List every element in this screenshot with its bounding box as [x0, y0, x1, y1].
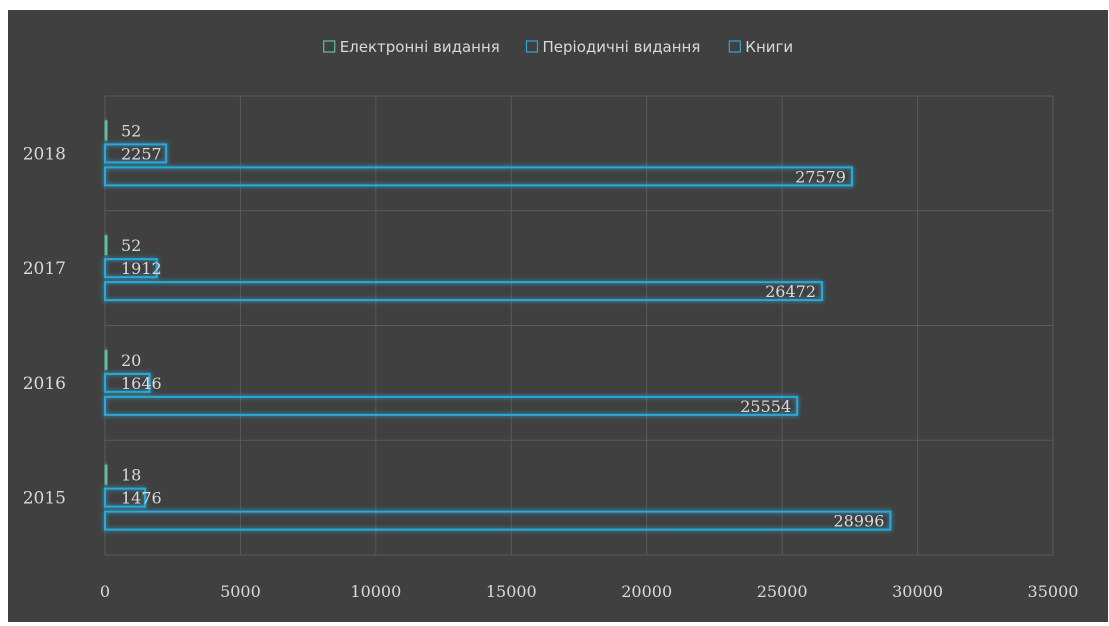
y-category-label: 2017 [23, 259, 66, 279]
data-label: 26472 [765, 282, 816, 301]
bar-2-2017 [104, 281, 824, 302]
x-tick-label: 25000 [757, 582, 808, 601]
data-label: 1646 [121, 374, 162, 393]
data-label: 1912 [121, 259, 162, 278]
legend-swatch [525, 40, 539, 53]
y-category-label: 2018 [23, 144, 66, 164]
axes: 0 5000 10000 15000 20000 25000 30000 35000 2015 2… [23, 144, 1079, 601]
data-label: 25554 [740, 397, 791, 416]
bar-2-2018 [104, 166, 853, 187]
bar-1-2017 [104, 258, 158, 279]
data-labels: 18 1476 28996 20 1646 25554 52 1912 26472 52 2257 2… [121, 121, 884, 530]
bar-1-2018 [104, 143, 168, 164]
data-label: 28996 [833, 512, 884, 531]
legend: Електронні видання Періодичні видання Книг… [323, 38, 793, 56]
bar-2-2015 [104, 510, 892, 531]
bar-0-2016 [104, 349, 108, 370]
data-label: 2257 [121, 144, 162, 163]
bar-1-2015 [104, 487, 146, 508]
x-tick-label: 10000 [350, 582, 401, 601]
bar-0-2015 [104, 464, 108, 485]
data-label: 18 [121, 466, 141, 485]
legend-swatch [728, 40, 741, 53]
bar-0-2017 [104, 235, 108, 256]
data-label: 20 [121, 351, 141, 370]
data-label: 1476 [121, 489, 162, 508]
y-category-label: 2016 [23, 374, 66, 394]
bar-2-2016 [104, 395, 799, 416]
legend-label: Книги [745, 38, 793, 56]
data-label: 52 [121, 236, 141, 255]
bar-chart: 18 1476 28996 20 1646 25554 52 1912 26472 52 2257 2… [23, 38, 1079, 601]
y-category-label: 2015 [23, 489, 66, 509]
x-tick-label: 15000 [486, 582, 537, 601]
bars [104, 120, 892, 531]
x-tick-label: 20000 [621, 582, 672, 601]
legend-swatch [323, 40, 336, 53]
data-label: 27579 [795, 167, 846, 186]
x-tick-label: 5000 [220, 582, 261, 601]
legend-label: Електронні видання [340, 38, 500, 56]
x-tick-label: 35000 [1028, 582, 1079, 601]
bar-0-2018 [104, 120, 108, 141]
bar-1-2016 [104, 372, 151, 393]
data-label: 52 [121, 121, 141, 140]
x-tick-label: 30000 [892, 582, 943, 601]
legend-label: Періодичні видання [543, 38, 701, 56]
gridlines [104, 95, 1054, 556]
x-tick-label: 0 [100, 582, 110, 601]
chart-area: 18 1476 28996 20 1646 25554 52 1912 26472 52 2257 2… [8, 10, 1108, 622]
